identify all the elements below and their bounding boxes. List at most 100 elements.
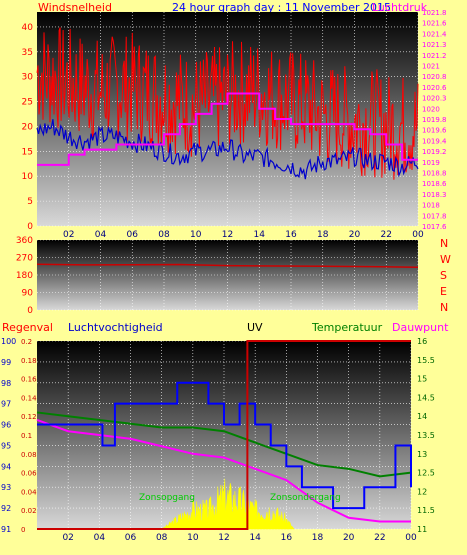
rain-y-tick: 0.06 [21,470,37,478]
humidity-x-tick: 12 [218,533,229,543]
pressure-y-tick: 1021.2 [422,52,447,60]
wind-x-tick: 04 [95,230,107,240]
humidity-x-tick: 00 [405,533,417,543]
temperature-y-tick: 12.5 [417,469,435,478]
temperature-y-tick: 13 [417,450,427,459]
humidity-x-tick: 20 [343,533,355,543]
wind-x-tick: 12 [222,230,233,240]
humidity-y-tick: 96 [1,421,11,430]
temperature-y-tick: 11 [417,525,427,534]
wind-pressure-panel: 02 04 06 08 10 12 14 16 18 20 22 000510152025303540… [22,9,447,240]
direction-panel: 0 90 180 270 360 [16,236,419,316]
temperature-y-tick: 11.5 [417,506,435,515]
temperature-line [36,411,412,478]
temperature-label: Temperatuur [311,321,383,334]
wind-y-tick: 5 [27,197,33,207]
rain-y-tick: 0.1 [21,432,32,440]
compass-label: N [440,301,448,314]
wind-direction-line [36,263,419,268]
pressure-y-tick: 1021.8 [422,9,447,17]
pressure-y-tick: 1021.4 [422,30,447,38]
pressure-y-tick: 1019.4 [422,137,447,145]
rain-line [37,340,411,530]
direction-y-tick: 90 [22,289,34,299]
pressure-y-tick: 1019.8 [422,116,447,124]
temperature-y-tick: 14 [417,412,427,421]
rain-label: Regenval [2,321,53,334]
wind-y-tick: 15 [22,147,33,157]
pressure-line [37,92,418,166]
temperature-y-tick: 15 [417,375,427,384]
temperature-y-tick: 16 [417,337,427,346]
wind-y-tick: 0 [27,222,33,232]
direction-y-tick: 0 [27,306,33,316]
humidity-label: Luchtvochtigheid [68,321,163,334]
humidity-y-tick: 99 [1,358,11,367]
sunrise-annotation: Zonsopgang [139,493,195,503]
wind-x-tick: 00 [412,230,424,240]
temperature-y-tick: 14.5 [417,393,435,402]
humidity-x-tick: 02 [62,533,73,543]
wind-y-tick: 20 [22,122,34,132]
wind-y-tick: 30 [22,73,34,83]
rain-y-tick: 0.04 [21,488,37,496]
compass-label: N [440,237,448,250]
wind-x-tick: 16 [285,230,297,240]
pressure-y-tick: 1020.6 [422,84,447,92]
humidity-y-tick: 91 [1,525,11,534]
humidity-x-tick: 04 [94,533,106,543]
wind-y-tick: 40 [22,23,34,33]
humidity-line [37,381,412,510]
pressure-y-tick: 1019 [422,159,440,167]
pressure-y-tick: 1019.6 [422,127,447,135]
rain-y-tick: 0.18 [21,357,37,365]
wind-x-tick: 06 [127,230,139,240]
wind-x-tick: 20 [349,230,361,240]
sunset-annotation: Zonsondergang [270,493,341,503]
humidity-x-tick: 08 [156,533,168,543]
humidity-x-tick: 10 [187,533,199,543]
rain-y-tick: 0.02 [21,507,37,515]
wind-x-tick: 10 [190,230,202,240]
pressure-y-tick: 1020.8 [422,73,447,81]
pressure-y-tick: 1018.6 [422,180,447,188]
pressure-y-tick: 1021.3 [422,41,447,49]
rain-y-tick: 0.08 [21,451,37,459]
rain-y-tick: 0.12 [21,413,37,421]
humidity-x-tick: 16 [281,533,293,543]
temperature-y-tick: 12 [417,487,427,496]
temperature-y-tick: 15.5 [417,356,435,365]
pressure-y-tick: 1019.2 [422,148,447,156]
wind-x-tick: 18 [317,230,329,240]
rain-y-tick: 0 [21,526,25,534]
pressure-y-tick: 1017.8 [422,212,447,220]
pressure-y-tick: 1021 [422,63,440,71]
wind-y-tick: 35 [22,48,33,58]
wind-x-tick: 14 [254,230,266,240]
dewpoint-line [36,419,411,523]
wind-y-tick: 25 [22,98,33,108]
rain-y-tick: 0.16 [21,376,37,384]
rain-y-tick: 0.14 [21,394,37,402]
humidity-x-tick: 14 [249,533,261,543]
direction-y-tick: 180 [16,271,33,281]
wind-average-line [36,119,419,180]
humidity-temp-panel: Zonsopgang Zonsondergang 02 04 06 08 10 12 14 1… [1,337,435,543]
wind-x-tick: 08 [158,230,170,240]
pressure-y-tick: 1018.8 [422,170,447,178]
humidity-y-tick: 100 [1,337,16,346]
temperature-y-tick: 13.5 [417,431,435,440]
pressure-y-tick: 1020 [422,105,440,113]
wind-y-tick: 10 [22,172,34,182]
humidity-y-tick: 92 [1,504,11,513]
humidity-x-tick: 06 [125,533,137,543]
pressure-y-tick: 1018.3 [422,191,447,199]
humidity-y-tick: 93 [1,483,11,492]
pressure-y-tick: 1020.3 [422,95,447,103]
humidity-x-tick: 18 [312,533,324,543]
wind-speed-label: Windsnelheid [38,1,112,14]
uv-area [161,478,295,530]
compass-label: E [440,285,447,298]
